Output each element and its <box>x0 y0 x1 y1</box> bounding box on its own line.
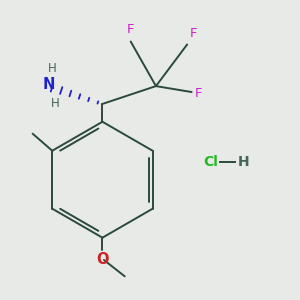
Text: N: N <box>43 77 55 92</box>
Text: F: F <box>127 23 134 36</box>
Text: H: H <box>238 155 249 169</box>
Text: O: O <box>96 252 109 267</box>
Text: H: H <box>50 97 59 110</box>
Text: F: F <box>190 27 197 40</box>
Text: F: F <box>195 87 202 100</box>
Text: Cl: Cl <box>203 155 218 169</box>
Text: H: H <box>47 62 56 75</box>
